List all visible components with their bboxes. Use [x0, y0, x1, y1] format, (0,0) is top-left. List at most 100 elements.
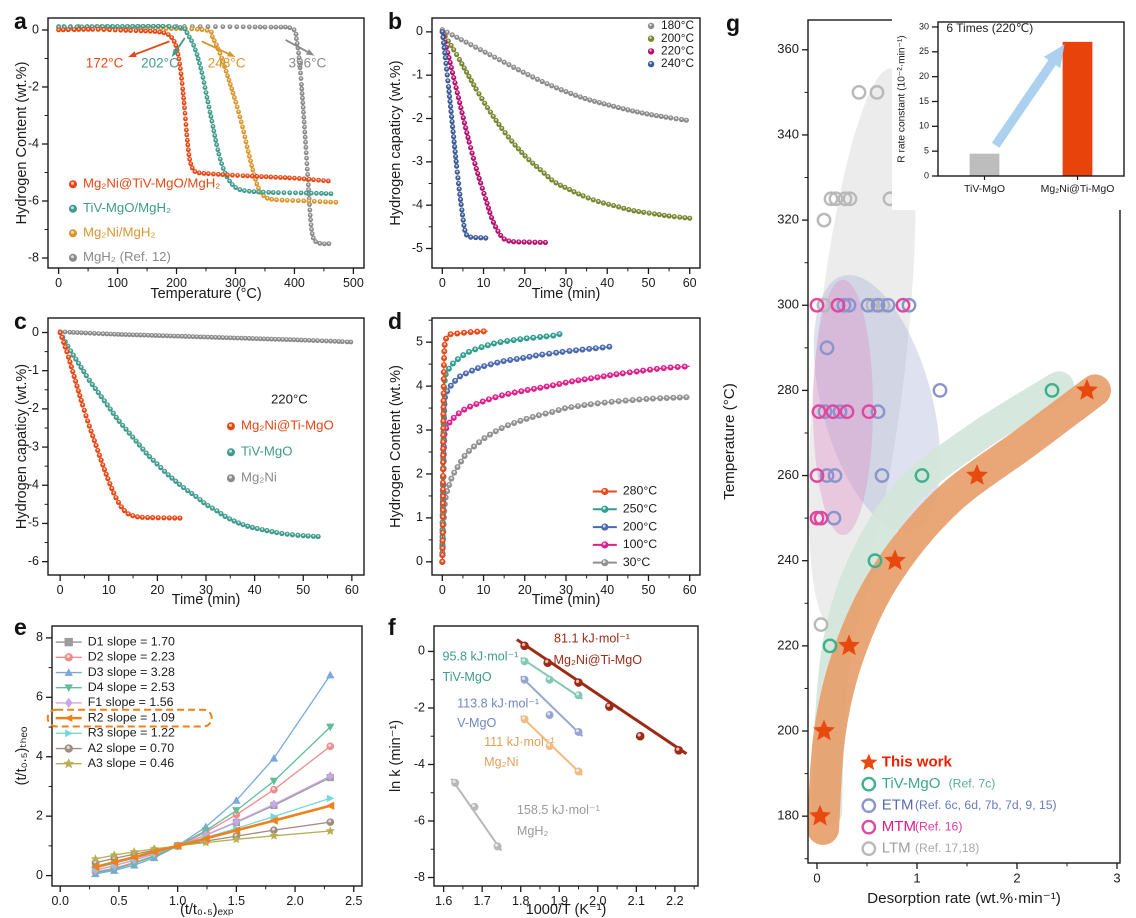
svg-text:220: 220: [777, 637, 799, 652]
svg-text:0: 0: [439, 276, 446, 290]
svg-text:340: 340: [777, 126, 799, 141]
svg-text:0: 0: [55, 276, 62, 290]
svg-text:220°C: 220°C: [271, 392, 308, 407]
svg-text:0: 0: [32, 325, 39, 339]
svg-text:0: 0: [57, 583, 64, 597]
svg-text:10: 10: [477, 276, 491, 290]
svg-text:200: 200: [166, 276, 187, 290]
svg-text:30: 30: [559, 583, 573, 597]
svg-text:81.1 kJ·mol⁻¹: 81.1 kJ·mol⁻¹: [554, 631, 630, 645]
svg-text:(Ref. 7c): (Ref. 7c): [949, 776, 996, 790]
svg-text:TiV-MgO: TiV-MgO: [442, 670, 491, 684]
svg-text:-3: -3: [412, 154, 423, 168]
svg-text:Desorption rate (wt.%·min⁻¹): Desorption rate (wt.%·min⁻¹): [867, 890, 1061, 907]
svg-text:(Ref. 6c, 6d, 7b, 7d, 9, 15): (Ref. 6c, 6d, 7b, 7d, 9, 15): [915, 798, 1057, 812]
svg-text:TiV-MgO: TiV-MgO: [882, 775, 941, 792]
svg-text:60: 60: [683, 583, 697, 597]
svg-text:15: 15: [919, 96, 929, 106]
svg-text:30: 30: [559, 276, 573, 290]
svg-text:20: 20: [518, 583, 532, 597]
svg-text:280°C: 280°C: [623, 484, 657, 498]
svg-text:Hydrogen capaticy (wt.%): Hydrogen capaticy (wt.%): [14, 364, 30, 529]
svg-text:180°C: 180°C: [661, 18, 694, 32]
chart-panel-e-kinetic-model-fitting: 0.0 0.5 1.0 1.5 2.0 2.5 0 2 4 6 8 (t/t₀.₅)ₑₓₚ (t/t₀.…: [14, 625, 363, 918]
svg-text:30°C: 30°C: [623, 555, 651, 569]
svg-text:-1: -1: [412, 67, 423, 81]
chart-panel-a-non-isothermal-dehydrogenation: 0 100 200 300 400 500 0 -2 -4 -6 -8 Temperature (°C…: [14, 17, 365, 302]
svg-text:200°C: 200°C: [623, 519, 657, 533]
svg-text:100°C: 100°C: [623, 537, 657, 551]
svg-text:1.8: 1.8: [512, 894, 529, 908]
svg-text:40: 40: [600, 583, 614, 597]
svg-text:1.6: 1.6: [435, 894, 452, 908]
svg-text:-4: -4: [28, 136, 39, 150]
svg-text:360: 360: [777, 41, 799, 56]
svg-text:Mg₂Ni@Ti-MgO: Mg₂Ni@Ti-MgO: [1041, 183, 1115, 195]
svg-text:30: 30: [919, 21, 929, 31]
svg-text:ln k (min⁻¹): ln k (min⁻¹): [388, 720, 404, 792]
svg-text:Mg₂Ni: Mg₂Ni: [484, 755, 518, 769]
svg-text:0: 0: [439, 583, 446, 597]
svg-text:30: 30: [199, 583, 213, 597]
svg-text:V-MgO: V-MgO: [457, 716, 496, 730]
svg-text:111 kJ·mol⁻¹: 111 kJ·mol⁻¹: [484, 735, 555, 749]
svg-text:5: 5: [924, 146, 929, 156]
svg-text:Temperature (°C): Temperature (°C): [150, 286, 261, 302]
svg-text:D3 slope = 3.28: D3 slope = 3.28: [88, 665, 175, 679]
svg-text:-4: -4: [28, 478, 39, 492]
svg-text:D2 slope = 2.23: D2 slope = 2.23: [88, 650, 175, 664]
svg-text:-8: -8: [414, 870, 425, 884]
svg-text:MgH₂ (Ref. 12): MgH₂ (Ref. 12): [83, 249, 171, 264]
svg-text:396°C: 396°C: [289, 56, 327, 71]
svg-text:(t/t₀.₅)ₜₕₑₒ: (t/t₀.₅)ₜₕₑₒ: [14, 726, 30, 785]
svg-text:2.5: 2.5: [345, 894, 362, 908]
svg-text:R3 slope = 1.22: R3 slope = 1.22: [88, 726, 175, 740]
svg-text:Time (min): Time (min): [532, 286, 601, 302]
svg-text:-6: -6: [28, 193, 39, 207]
panel-letter-d: d: [388, 308, 403, 334]
svg-text:50: 50: [642, 583, 656, 597]
panel-letter-a: a: [14, 8, 27, 34]
svg-text:172°C: 172°C: [86, 56, 124, 71]
svg-text:2: 2: [416, 466, 423, 480]
svg-text:(Ref. 16): (Ref. 16): [915, 819, 962, 833]
svg-text:2: 2: [36, 808, 43, 822]
svg-text:20: 20: [518, 276, 532, 290]
svg-text:40: 40: [248, 583, 262, 597]
svg-text:Mg₂Ni@Ti-MgO: Mg₂Ni@Ti-MgO: [554, 653, 643, 667]
svg-text:-5: -5: [412, 241, 423, 255]
svg-text:0: 0: [32, 22, 39, 36]
svg-text:Time (min): Time (min): [532, 592, 601, 608]
svg-text:TiV-MgO: TiV-MgO: [964, 183, 1005, 195]
svg-text:260: 260: [777, 467, 799, 482]
svg-text:248°C: 248°C: [208, 56, 246, 71]
svg-text:6 Times (220℃): 6 Times (220℃): [946, 21, 1033, 35]
svg-text:250°C: 250°C: [623, 502, 657, 516]
svg-text:Mg₂Ni/MgH₂: Mg₂Ni/MgH₂: [83, 225, 156, 240]
svg-text:1.5: 1.5: [228, 894, 245, 908]
svg-text:R2 slope = 1.09: R2 slope = 1.09: [88, 710, 175, 724]
svg-text:5: 5: [416, 334, 423, 348]
svg-text:1.0: 1.0: [169, 894, 186, 908]
svg-text:Mg₂Ni: Mg₂Ni: [241, 470, 277, 485]
svg-text:0.0: 0.0: [52, 894, 69, 908]
svg-text:D4 slope = 2.53: D4 slope = 2.53: [88, 680, 175, 694]
svg-text:100: 100: [107, 276, 128, 290]
svg-text:MgH₂: MgH₂: [517, 824, 549, 838]
svg-text:Hydrogen capaticy (wt.%): Hydrogen capaticy (wt.%): [388, 60, 404, 225]
svg-text:20: 20: [919, 71, 929, 81]
svg-text:6: 6: [36, 690, 43, 704]
svg-text:20: 20: [150, 583, 164, 597]
svg-text:-3: -3: [28, 439, 39, 453]
svg-text:Time (min): Time (min): [172, 592, 241, 608]
svg-text:ETM: ETM: [882, 797, 914, 814]
svg-text:0.5: 0.5: [110, 894, 127, 908]
svg-text:1000/T (K⁻¹): 1000/T (K⁻¹): [526, 902, 607, 918]
svg-text:-6: -6: [28, 554, 39, 568]
chart-panel-c-dehydrogenation-220c: 0 10 20 30 40 50 60 0 -1 -2 -3 -4 -5 -6 Time (min) Hydr…: [14, 317, 365, 608]
svg-text:3: 3: [1113, 870, 1120, 885]
svg-text:202°C: 202°C: [141, 56, 179, 71]
svg-text:300: 300: [225, 276, 246, 290]
svg-text:-6: -6: [414, 813, 425, 827]
